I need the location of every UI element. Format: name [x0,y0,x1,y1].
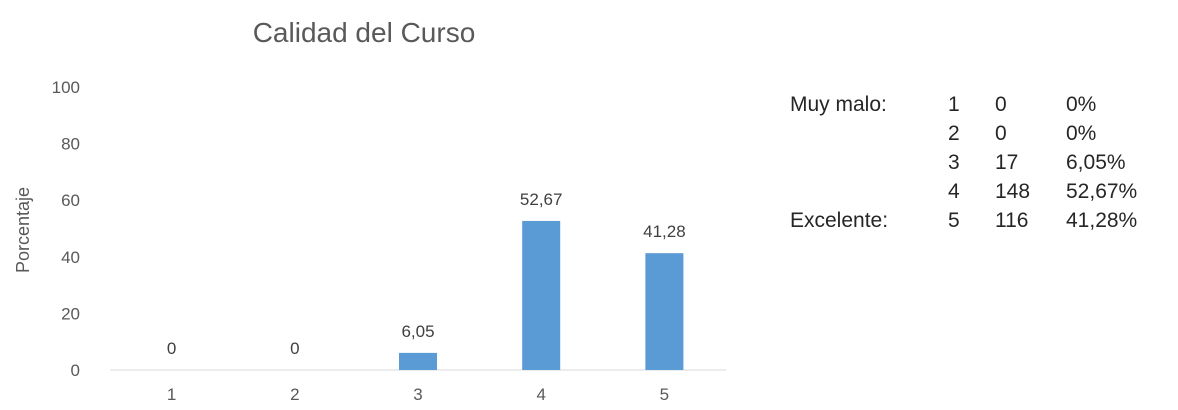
bar [645,253,684,370]
x-tick-label: 2 [290,385,299,404]
bar-data-label: 0 [167,339,176,358]
summary-label: Excelente: [790,209,889,232]
y-tick-label: 100 [52,78,80,97]
summary-percent: 0% [1066,93,1097,116]
x-tick-label: 1 [167,385,176,404]
summary-percent: 0% [1066,122,1097,145]
summary-rating: 3 [948,151,960,174]
y-tick-label: 0 [71,361,80,380]
bar-chart: Calidad del Curso Porcentaje 02040608010… [13,17,726,404]
x-axis-ticks: 1 2 3 4 5 [167,385,669,404]
bar-data-label: 52,67 [520,190,563,209]
summary-count: 116 [995,209,1029,232]
summary-count: 17 [995,151,1019,174]
y-axis-title: Porcentaje [13,187,33,273]
x-tick-label: 4 [536,385,545,404]
summary-percent: 6,05% [1066,151,1126,174]
summary-rating: 4 [948,180,960,203]
summary-count: 0 [995,93,1007,116]
chart-title: Calidad del Curso [253,17,476,48]
y-tick-label: 40 [61,248,80,267]
bar-data-label: 41,28 [643,222,686,241]
bars [399,220,684,370]
bar [522,220,561,370]
summary-rating: 5 [948,209,960,232]
y-tick-label: 20 [61,304,80,323]
x-tick-label: 3 [413,385,422,404]
summary-count: 0 [995,122,1007,145]
summary-rating: 2 [948,122,960,145]
y-tick-label: 60 [61,191,80,210]
bar [399,352,437,370]
summary-rating: 1 [948,93,960,116]
summary-count: 148 [995,180,1031,203]
bar-data-label: 6,05 [401,322,434,341]
data-labels: 0 0 6,05 52,67 41,28 [167,190,686,358]
y-axis-ticks: 0 20 40 60 80 100 [52,78,80,380]
y-tick-label: 80 [61,135,80,154]
summary-percent: 41,28% [1066,209,1138,232]
summary-label: Muy malo: [790,93,887,116]
x-tick-label: 5 [660,385,669,404]
bar-data-label: 0 [290,339,299,358]
summary-percent: 52,67% [1066,180,1138,203]
